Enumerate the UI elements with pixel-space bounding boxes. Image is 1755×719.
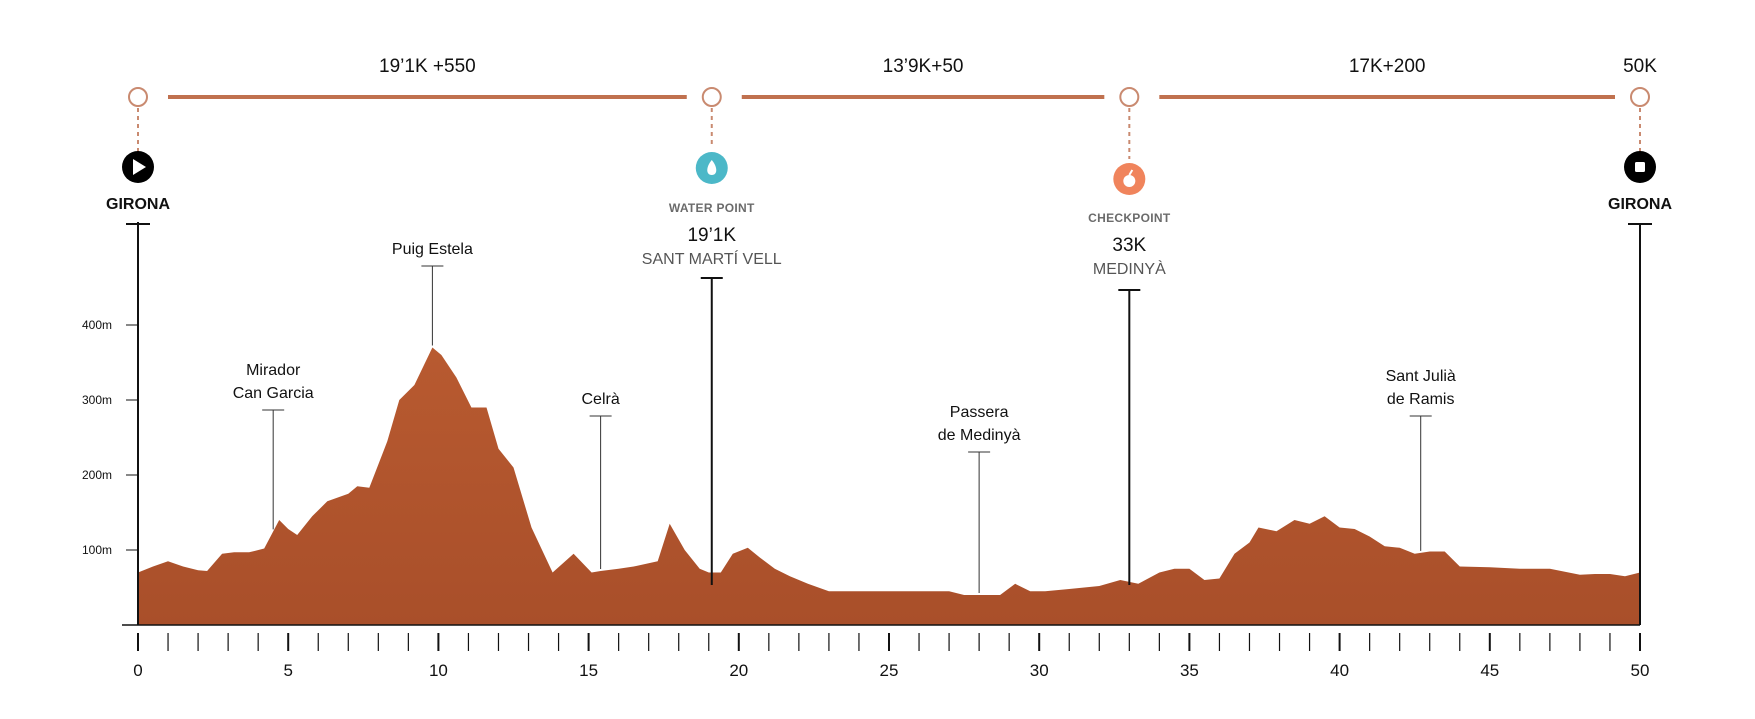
route-node-circle (1119, 87, 1140, 107)
route-segment-label: 19’1K +550 (379, 56, 476, 77)
apple-glyph (1123, 175, 1136, 187)
y-tick-label: 400m (82, 318, 112, 332)
poi-label: Mirador (246, 362, 301, 379)
route-node-circle (1630, 87, 1650, 107)
y-tick-label: 100m (82, 543, 112, 557)
apple-stem-glyph (1128, 169, 1134, 176)
service-type-label: WATER POINT (669, 201, 755, 215)
x-tick-label: 30 (1030, 661, 1049, 680)
poi-label: Puig Estela (392, 241, 473, 258)
route-segment-label: 13’9K+50 (883, 56, 964, 77)
route-node-circle (128, 87, 148, 107)
start-label: GIRONA (106, 196, 170, 213)
elevation-area (138, 347, 1640, 625)
service-km-label: 33K (1112, 235, 1146, 256)
poi-label: de Medinyà (938, 427, 1021, 444)
total-distance-label: 50K (1623, 56, 1657, 77)
x-tick-label: 10 (429, 661, 448, 680)
x-tick-label: 20 (729, 661, 748, 680)
water-drop-glyph (707, 160, 717, 175)
y-tick-label: 300m (82, 393, 112, 407)
finish-label: GIRONA (1608, 196, 1672, 213)
x-tick-label: 15 (579, 661, 598, 680)
stop-icon-glyph (1635, 162, 1645, 172)
service-name-label: MEDINYÀ (1093, 259, 1166, 278)
route-node-circle (701, 87, 722, 107)
x-tick-label: 50 (1631, 661, 1650, 680)
service-km-label: 19’1K (687, 225, 736, 246)
x-tick-label: 35 (1180, 661, 1199, 680)
poi-label: Celrà (581, 391, 619, 408)
x-tick-label: 40 (1330, 661, 1349, 680)
x-tick-label: 45 (1480, 661, 1499, 680)
poi-label: Sant Julià (1386, 368, 1456, 385)
poi-label: de Ramis (1387, 391, 1455, 408)
poi-label: Passera (950, 404, 1009, 421)
poi-label: Can Garcia (233, 385, 314, 402)
route-segment-label: 17K+200 (1349, 56, 1426, 77)
x-tick-label: 0 (133, 661, 142, 680)
service-name-label: SANT MARTÍ VELL (642, 249, 782, 268)
play-icon-glyph (133, 159, 146, 175)
service-type-label: CHECKPOINT (1088, 211, 1171, 225)
y-tick-label: 200m (82, 468, 112, 482)
x-tick-label: 5 (283, 661, 292, 680)
x-tick-label: 25 (880, 661, 899, 680)
